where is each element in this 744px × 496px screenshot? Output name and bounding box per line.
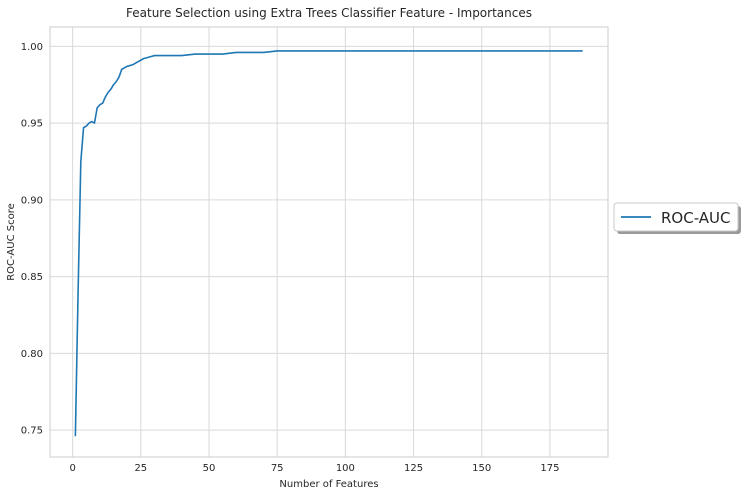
grid [50,27,608,457]
x-tick-label: 150 [472,463,491,474]
y-tick-label: 0.75 [21,426,43,437]
x-axis-label: Number of Features [279,479,378,490]
x-tick-label: 50 [203,463,216,474]
legend: ROC-AUC [613,202,741,234]
x-tick-label: 75 [271,463,284,474]
series-line-roc-auc [74,50,583,437]
y-tick-label: 0.95 [21,119,43,130]
series-layer [74,50,583,437]
x-tick-label: 25 [134,463,147,474]
y-tick-label: 1.00 [21,42,43,53]
legend-box [613,202,739,232]
y-tick-label: 0.80 [21,349,43,360]
x-tick-labels: 0 25 50 75 100 125 150 175 [69,463,559,474]
y-tick-label: 0.90 [21,195,43,206]
chart-title: Feature Selection using Extra Trees Clas… [126,6,532,20]
x-tick-label: 0 [69,463,75,474]
y-tick-labels: 0.75 0.80 0.85 0.90 0.95 1.00 [21,42,43,437]
y-tick-label: 0.85 [21,272,43,283]
y-axis-label: ROC-AUC Score [6,203,17,281]
x-tick-label: 175 [540,463,559,474]
plot-area-frame [49,26,609,458]
x-tick-label: 125 [404,463,423,474]
x-tick-label: 100 [336,463,355,474]
legend-label-roc-auc: ROC-AUC [661,209,731,227]
